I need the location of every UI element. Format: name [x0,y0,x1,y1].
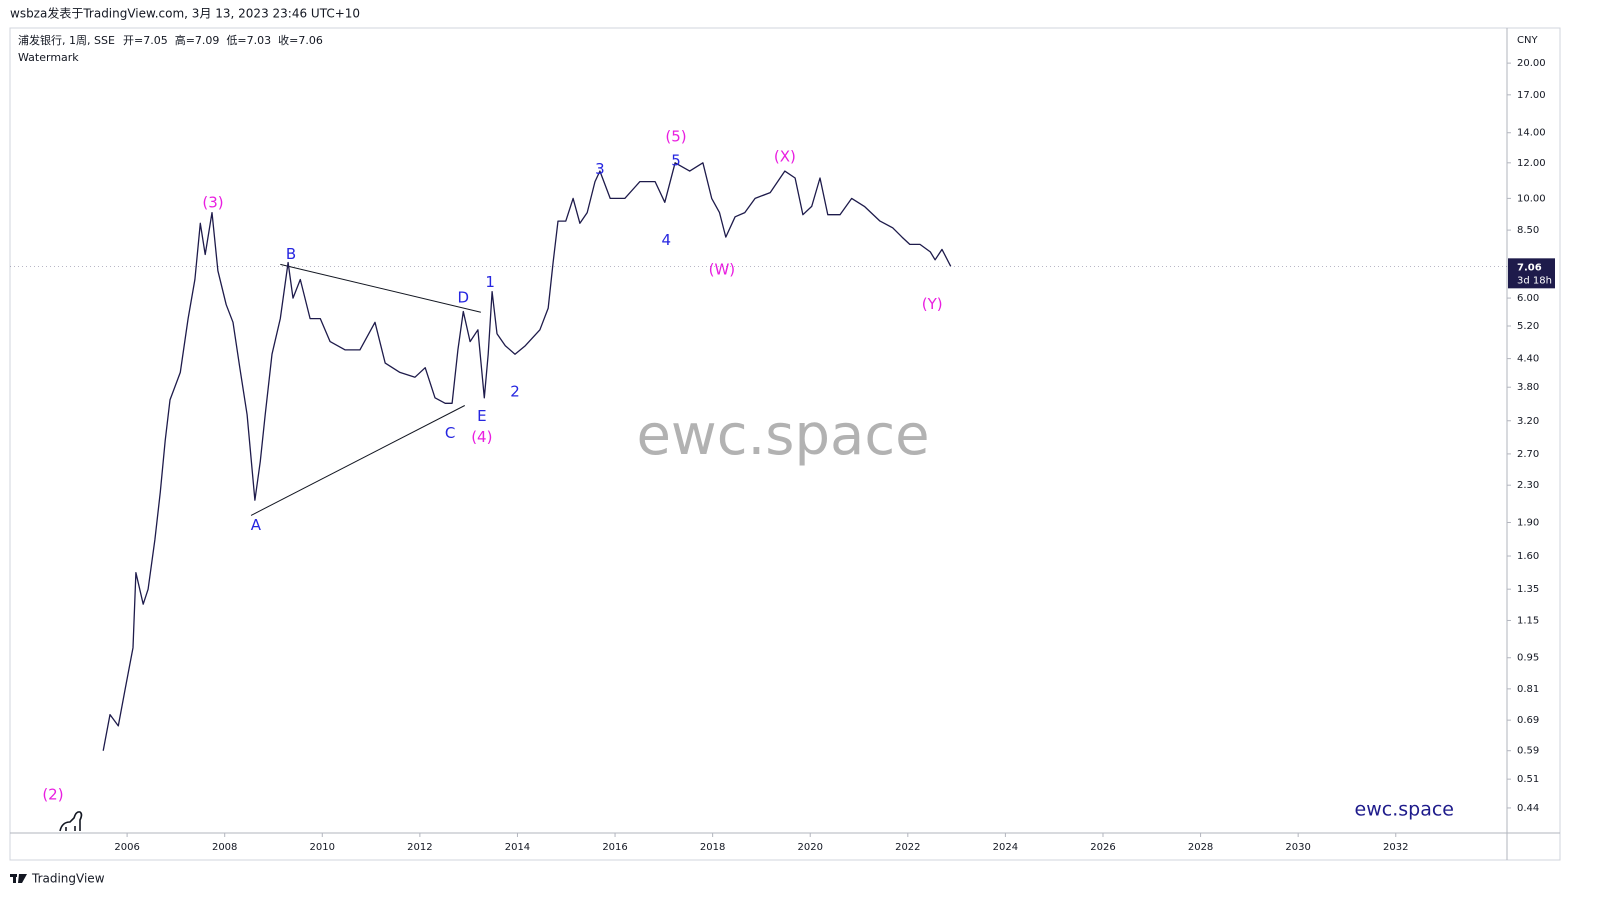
wave-label: C [445,424,455,442]
wave-label: A [251,516,262,534]
ohlc-item: 低=7.03 [226,34,271,47]
last-price-label: 7.06 [1517,262,1542,273]
x-tick-label: 2028 [1188,842,1213,853]
wave-label: (4) [471,428,492,446]
y-tick-label: 0.44 [1517,803,1539,814]
y-tick-label: 12.00 [1517,158,1546,169]
trendline [280,263,481,313]
wave-label: (2) [42,786,63,804]
wave-label: (X) [774,148,796,166]
countdown: 3d 18h [1517,275,1552,286]
frame [9,27,1561,861]
wave-label: (Y) [922,295,943,313]
y-tick-label: 0.59 [1517,746,1539,757]
wave-label: (5) [665,127,686,145]
x-tick-label: 2030 [1285,842,1310,853]
footer: TradingView [31,872,105,886]
x-tick-label: 2014 [505,842,530,853]
watermark: ewc.space [636,403,929,468]
wave-label: 4 [662,231,672,249]
y-tick-label: 0.95 [1517,653,1539,664]
footer-logo [10,874,27,883]
y-tick-label: 0.81 [1517,684,1539,695]
y-tick-label: 1.35 [1517,584,1539,595]
indicator: Watermark [18,51,79,64]
ohlc-item: 高=7.09 [175,33,220,47]
y-tick-label: 1.60 [1517,551,1539,562]
y-tick-label: 17.00 [1517,90,1546,101]
last-price-tag [1508,258,1555,289]
x-tick-label: 2008 [212,842,237,853]
y-tick-label: 14.00 [1517,128,1546,139]
x-tick-label: 2032 [1383,842,1408,853]
x-tick-label: 2006 [114,842,139,853]
y-tick-label: 6.00 [1517,293,1539,304]
y-tick-label: 8.50 [1517,225,1539,236]
price-line [102,162,952,751]
ohlc: 开=7.05 高=7.09 低=7.03 收=7.06 [123,33,323,47]
header: wsbza发表于TradingView.com, 3月 13, 2023 23:… [10,6,360,21]
x-tick-label: 2022 [895,842,920,853]
x-tick-label: 2010 [310,842,335,853]
wave-label: (W) [709,261,736,279]
wave-label: 1 [485,273,495,291]
y-tick-label: 3.20 [1517,416,1539,427]
trendline [250,405,465,516]
wave-label: 2 [510,382,520,400]
dino-logo [59,811,83,832]
brand: ewc.space [1355,799,1454,821]
y-tick-label: 3.80 [1517,382,1539,393]
y-tick-label: 1.90 [1517,517,1539,528]
wave-label: E [477,407,486,425]
y-tick-label: 10.00 [1517,193,1546,204]
y-tick-label: 20.00 [1517,58,1546,69]
currency: CNY [1517,35,1538,46]
x-tick-label: 2020 [797,842,822,853]
wave-label: B [286,245,296,263]
x-tick-label: 2024 [993,842,1018,853]
y-tick-label: 1.15 [1517,615,1539,626]
wave-label: 5 [671,152,681,170]
symbol: 浦发银行, 1周, SSE [18,33,115,47]
y-tick-label: 2.30 [1517,480,1539,491]
ohlc-item: 开=7.05 [123,34,168,47]
x-tick-label: 2018 [700,842,725,853]
ohlc-item: 收=7.06 [278,33,323,47]
wave-label: 3 [595,160,605,178]
x-tick-label: 2026 [1090,842,1115,853]
y-tick-label: 4.40 [1517,354,1539,365]
y-tick-label: 5.20 [1517,321,1539,332]
x-tick-label: 2016 [602,842,627,853]
y-tick-label: 0.51 [1517,774,1539,785]
wave-label: (3) [202,193,223,211]
wave-label: D [458,289,470,307]
y-tick-label: 0.69 [1517,715,1539,726]
y-tick-label: 2.70 [1517,449,1539,460]
x-tick-label: 2012 [407,842,432,853]
